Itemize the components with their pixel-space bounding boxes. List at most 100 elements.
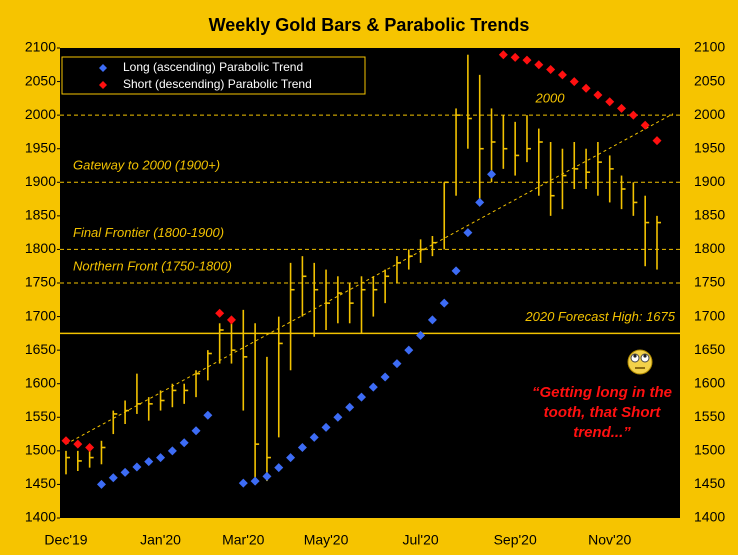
y-tick-label: 1650 bbox=[25, 341, 56, 357]
parabolic-dot bbox=[404, 345, 414, 355]
parabolic-dot bbox=[368, 382, 378, 392]
x-tick-label: Mar'20 bbox=[222, 532, 265, 548]
annotation: trend...” bbox=[573, 424, 631, 441]
parabolic-dot bbox=[203, 410, 213, 420]
reference-label: Final Frontier (1800-1900) bbox=[73, 225, 224, 240]
y2-tick-label: 1950 bbox=[694, 139, 725, 155]
y-tick-label: 1800 bbox=[25, 240, 56, 256]
x-tick-label: Jul'20 bbox=[403, 532, 439, 548]
parabolic-dot bbox=[510, 52, 520, 62]
parabolic-dot bbox=[475, 197, 485, 207]
parabolic-dot bbox=[628, 110, 638, 120]
reference-label: Gateway to 2000 (1900+) bbox=[73, 158, 220, 173]
annotation: “Getting long in the bbox=[532, 384, 672, 401]
y2-tick-label: 2000 bbox=[694, 106, 725, 122]
y-tick-label: 2100 bbox=[25, 39, 56, 55]
parabolic-dot bbox=[569, 77, 579, 87]
annotation: tooth, that Short bbox=[544, 404, 662, 421]
y-tick-label: 2000 bbox=[25, 106, 56, 122]
legend-label: Long (ascending) Parabolic Trend bbox=[123, 60, 303, 74]
parabolic-dot bbox=[226, 315, 236, 325]
y2-tick-label: 1500 bbox=[694, 442, 725, 458]
y-tick-label: 1600 bbox=[25, 374, 56, 390]
y-tick-label: 1450 bbox=[25, 475, 56, 491]
parabolic-dot bbox=[274, 463, 284, 473]
trend-line bbox=[65, 113, 674, 445]
parabolic-dot bbox=[546, 64, 556, 74]
parabolic-dot bbox=[108, 473, 118, 483]
chart-title: Weekly Gold Bars & Parabolic Trends bbox=[209, 15, 530, 35]
y2-tick-label: 1650 bbox=[694, 341, 725, 357]
parabolic-dot bbox=[345, 402, 355, 412]
y2-tick-label: 1600 bbox=[694, 374, 725, 390]
y-tick-label: 1750 bbox=[25, 274, 56, 290]
y2-tick-label: 1900 bbox=[694, 173, 725, 189]
y2-tick-label: 1750 bbox=[694, 274, 725, 290]
parabolic-dot bbox=[427, 315, 437, 325]
parabolic-dot bbox=[617, 103, 627, 113]
x-tick-label: Sep'20 bbox=[494, 532, 537, 548]
y2-tick-label: 1850 bbox=[694, 207, 725, 223]
reference-label: Northern Front (1750-1800) bbox=[73, 258, 232, 273]
parabolic-dot bbox=[286, 453, 296, 463]
y-tick-label: 1500 bbox=[25, 442, 56, 458]
parabolic-dot bbox=[439, 298, 449, 308]
parabolic-dot bbox=[498, 50, 508, 60]
parabolic-dot bbox=[581, 83, 591, 93]
y2-tick-label: 2050 bbox=[694, 72, 725, 88]
parabolic-dot bbox=[605, 97, 615, 107]
parabolic-dot bbox=[179, 438, 189, 448]
parabolic-dot bbox=[593, 90, 603, 100]
reference-label: 2000 bbox=[535, 91, 566, 106]
x-tick-label: Jan'20 bbox=[140, 532, 181, 548]
x-tick-label: Nov'20 bbox=[588, 532, 631, 548]
parabolic-dot bbox=[238, 478, 248, 488]
y2-tick-label: 1700 bbox=[694, 307, 725, 323]
parabolic-dot bbox=[250, 476, 260, 486]
parabolic-dot bbox=[357, 392, 366, 402]
parabolic-dot bbox=[73, 439, 83, 449]
parabolic-dot bbox=[652, 136, 662, 146]
parabolic-dot bbox=[557, 70, 567, 80]
emoji bbox=[627, 349, 653, 375]
y-tick-label: 1400 bbox=[25, 509, 56, 525]
x-tick-label: Dec'19 bbox=[44, 532, 87, 548]
parabolic-dot bbox=[522, 55, 532, 65]
parabolic-dot bbox=[640, 120, 650, 130]
y-tick-label: 1950 bbox=[25, 139, 56, 155]
parabolic-dot bbox=[463, 228, 473, 238]
parabolic-dot bbox=[191, 426, 201, 436]
y-tick-label: 1700 bbox=[25, 307, 56, 323]
y2-tick-label: 1400 bbox=[694, 509, 725, 525]
parabolic-dot bbox=[61, 436, 71, 446]
parabolic-dot bbox=[321, 422, 331, 432]
x-tick-label: May'20 bbox=[304, 532, 349, 548]
y2-tick-label: 2100 bbox=[694, 39, 725, 55]
y-tick-label: 1550 bbox=[25, 408, 56, 424]
parabolic-dot bbox=[85, 443, 95, 452]
y2-tick-label: 1550 bbox=[694, 408, 725, 424]
y2-tick-label: 1800 bbox=[694, 240, 725, 256]
parabolic-dot bbox=[156, 453, 166, 463]
parabolic-dot bbox=[262, 471, 272, 481]
y-tick-label: 2050 bbox=[25, 72, 56, 88]
parabolic-dot bbox=[309, 432, 319, 442]
parabolic-dot bbox=[416, 330, 426, 340]
parabolic-dot bbox=[132, 462, 142, 472]
legend-marker bbox=[99, 81, 107, 89]
parabolic-dot bbox=[297, 443, 307, 452]
parabolic-dot bbox=[487, 169, 497, 179]
parabolic-dot bbox=[215, 308, 225, 318]
parabolic-dot bbox=[392, 359, 402, 369]
parabolic-dot bbox=[144, 457, 154, 467]
parabolic-dot bbox=[333, 412, 343, 422]
parabolic-dot bbox=[96, 479, 106, 489]
legend-box bbox=[61, 56, 366, 95]
y-tick-label: 1900 bbox=[25, 173, 56, 189]
y-tick-label: 1850 bbox=[25, 207, 56, 223]
parabolic-dot bbox=[380, 372, 390, 382]
parabolic-dot bbox=[167, 446, 177, 456]
reference-label: 2020 Forecast High: 1675 bbox=[524, 309, 675, 324]
parabolic-dot bbox=[451, 266, 461, 276]
